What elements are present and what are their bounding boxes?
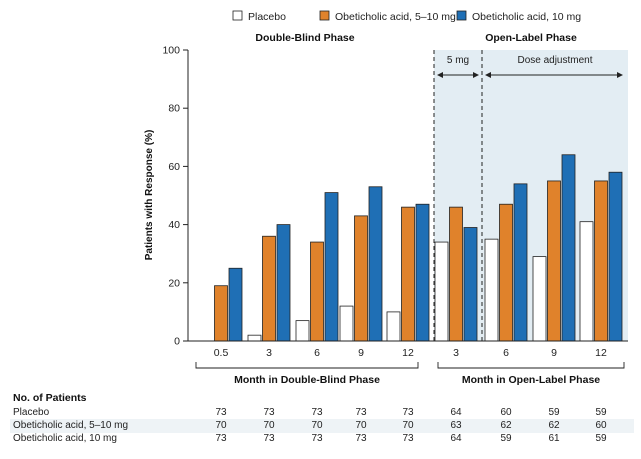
dose-adjustment-arrow-head-right	[617, 72, 623, 78]
table-row-shade	[10, 419, 634, 433]
bar-oca-10	[228, 267, 243, 342]
y-tick-label: 40	[168, 219, 180, 231]
table-row-label: Placebo	[13, 407, 50, 418]
table-cell: 73	[355, 433, 367, 444]
x-axis: 0.5 3 6 9 12 3 6 9 12	[188, 340, 628, 359]
table-cell: 73	[311, 407, 323, 418]
x-tick-label: 12	[402, 347, 414, 359]
bar-placebo	[579, 221, 594, 342]
legend-label-oca-10: Obeticholic acid, 10 mg	[472, 11, 581, 23]
x-tick-label: 0.5	[214, 347, 229, 359]
bar-placebo	[532, 256, 547, 342]
x-tick-label: 3	[453, 347, 459, 359]
x-tick-label: 12	[595, 347, 607, 359]
y-tick-label: 100	[162, 45, 180, 57]
bar-oca-5-10	[214, 285, 228, 342]
table-cell: 62	[500, 420, 512, 431]
table-row-label: Obeticholic acid, 10 mg	[13, 433, 117, 444]
legend: Placebo Obeticholic acid, 5–10 mg Obetic…	[232, 10, 581, 23]
table-row-label: Obeticholic acid, 5–10 mg	[13, 420, 128, 431]
y-tick-label: 80	[168, 103, 180, 115]
table-cell: 70	[402, 420, 414, 431]
table-cell: 73	[355, 407, 367, 418]
dose-adjustment-label: Dose adjustment	[517, 55, 592, 66]
bars	[214, 154, 623, 342]
table-cell: 63	[450, 420, 462, 431]
table-cell: 70	[355, 420, 367, 431]
bar-oca-10	[463, 227, 478, 342]
bar-oca-5-10	[594, 180, 608, 342]
y-tick-label: 20	[168, 277, 180, 289]
table-cell: 64	[450, 407, 462, 418]
legend-swatch-oca-10	[456, 10, 467, 21]
bar-placebo	[339, 305, 354, 342]
x-tick-label: 3	[266, 347, 272, 359]
x-tick-label: 9	[358, 347, 364, 359]
legend-label-oca-5-10: Obeticholic acid, 5–10 mg	[335, 11, 456, 23]
double-blind-title: Double-Blind Phase	[255, 32, 354, 44]
table-cell: 70	[215, 420, 227, 431]
patient-table: Placebo 73 73 73 73 73 64 60 59 59 Obeticholic aci…	[13, 407, 607, 444]
bar-placebo	[434, 241, 449, 342]
bar-oca-10	[324, 192, 339, 342]
bar-placebo	[295, 320, 310, 342]
five-mg-label: 5 mg	[447, 55, 469, 66]
bar-oca-10	[513, 183, 528, 342]
bar-oca-5-10	[401, 206, 415, 342]
x-tick-label: 9	[551, 347, 557, 359]
table-cell: 59	[595, 433, 607, 444]
y-tick-label: 60	[168, 161, 180, 173]
y-axis-title: Patients with Response (%)	[144, 130, 155, 261]
table-cell: 59	[548, 407, 560, 418]
bar-oca-10	[561, 154, 576, 342]
legend-swatch-oca-5-10	[319, 10, 330, 21]
table-cell: 60	[595, 420, 607, 431]
table-title: No. of Patients	[13, 392, 87, 404]
table-cell: 59	[595, 407, 607, 418]
table-cell: 70	[311, 420, 323, 431]
x-tick-label: 6	[314, 347, 320, 359]
table-cell: 73	[263, 433, 275, 444]
bar-oca-10	[368, 186, 383, 342]
bar-oca-5-10	[262, 235, 276, 342]
bar-oca-5-10	[449, 206, 463, 342]
bar-oca-10	[276, 224, 291, 342]
table-cell: 73	[215, 407, 227, 418]
table-cell: 73	[311, 433, 323, 444]
open-label-axis-label: Month in Open-Label Phase	[462, 374, 600, 386]
open-label-title: Open-Label Phase	[485, 32, 577, 44]
bar-oca-10	[415, 203, 430, 342]
table-cell: 64	[450, 433, 462, 444]
bar-placebo	[386, 311, 401, 342]
y-tick-label: 0	[174, 336, 180, 348]
legend-label-placebo: Placebo	[248, 11, 286, 23]
legend-swatch-placebo	[232, 10, 243, 21]
table-cell: 61	[548, 433, 560, 444]
table-cell: 60	[500, 407, 512, 418]
table-cell: 59	[500, 433, 512, 444]
table-cell: 73	[263, 407, 275, 418]
bar-oca-5-10	[499, 203, 513, 342]
bar-placebo	[247, 334, 262, 342]
double-blind-axis-label: Month in Double-Blind Phase	[234, 374, 380, 386]
table-cell: 73	[215, 433, 227, 444]
table-cell: 62	[548, 420, 560, 431]
bar-oca-5-10	[310, 241, 324, 342]
dose-adjustment-arrow-head-left	[485, 72, 491, 78]
double-blind-bracket	[195, 362, 419, 369]
bar-oca-5-10	[354, 215, 368, 342]
table-cell: 73	[402, 433, 414, 444]
five-mg-arrow-head-right	[473, 72, 479, 78]
table-cell: 73	[402, 407, 414, 418]
bar-placebo	[484, 238, 499, 342]
table-cell: 70	[263, 420, 275, 431]
y-axis: 0 20 40 60 80 100	[162, 45, 189, 348]
bar-oca-5-10	[547, 180, 561, 342]
open-label-bracket	[437, 362, 625, 369]
five-mg-arrow-head-left	[437, 72, 443, 78]
bar-oca-10	[608, 171, 623, 342]
x-tick-label: 6	[503, 347, 509, 359]
